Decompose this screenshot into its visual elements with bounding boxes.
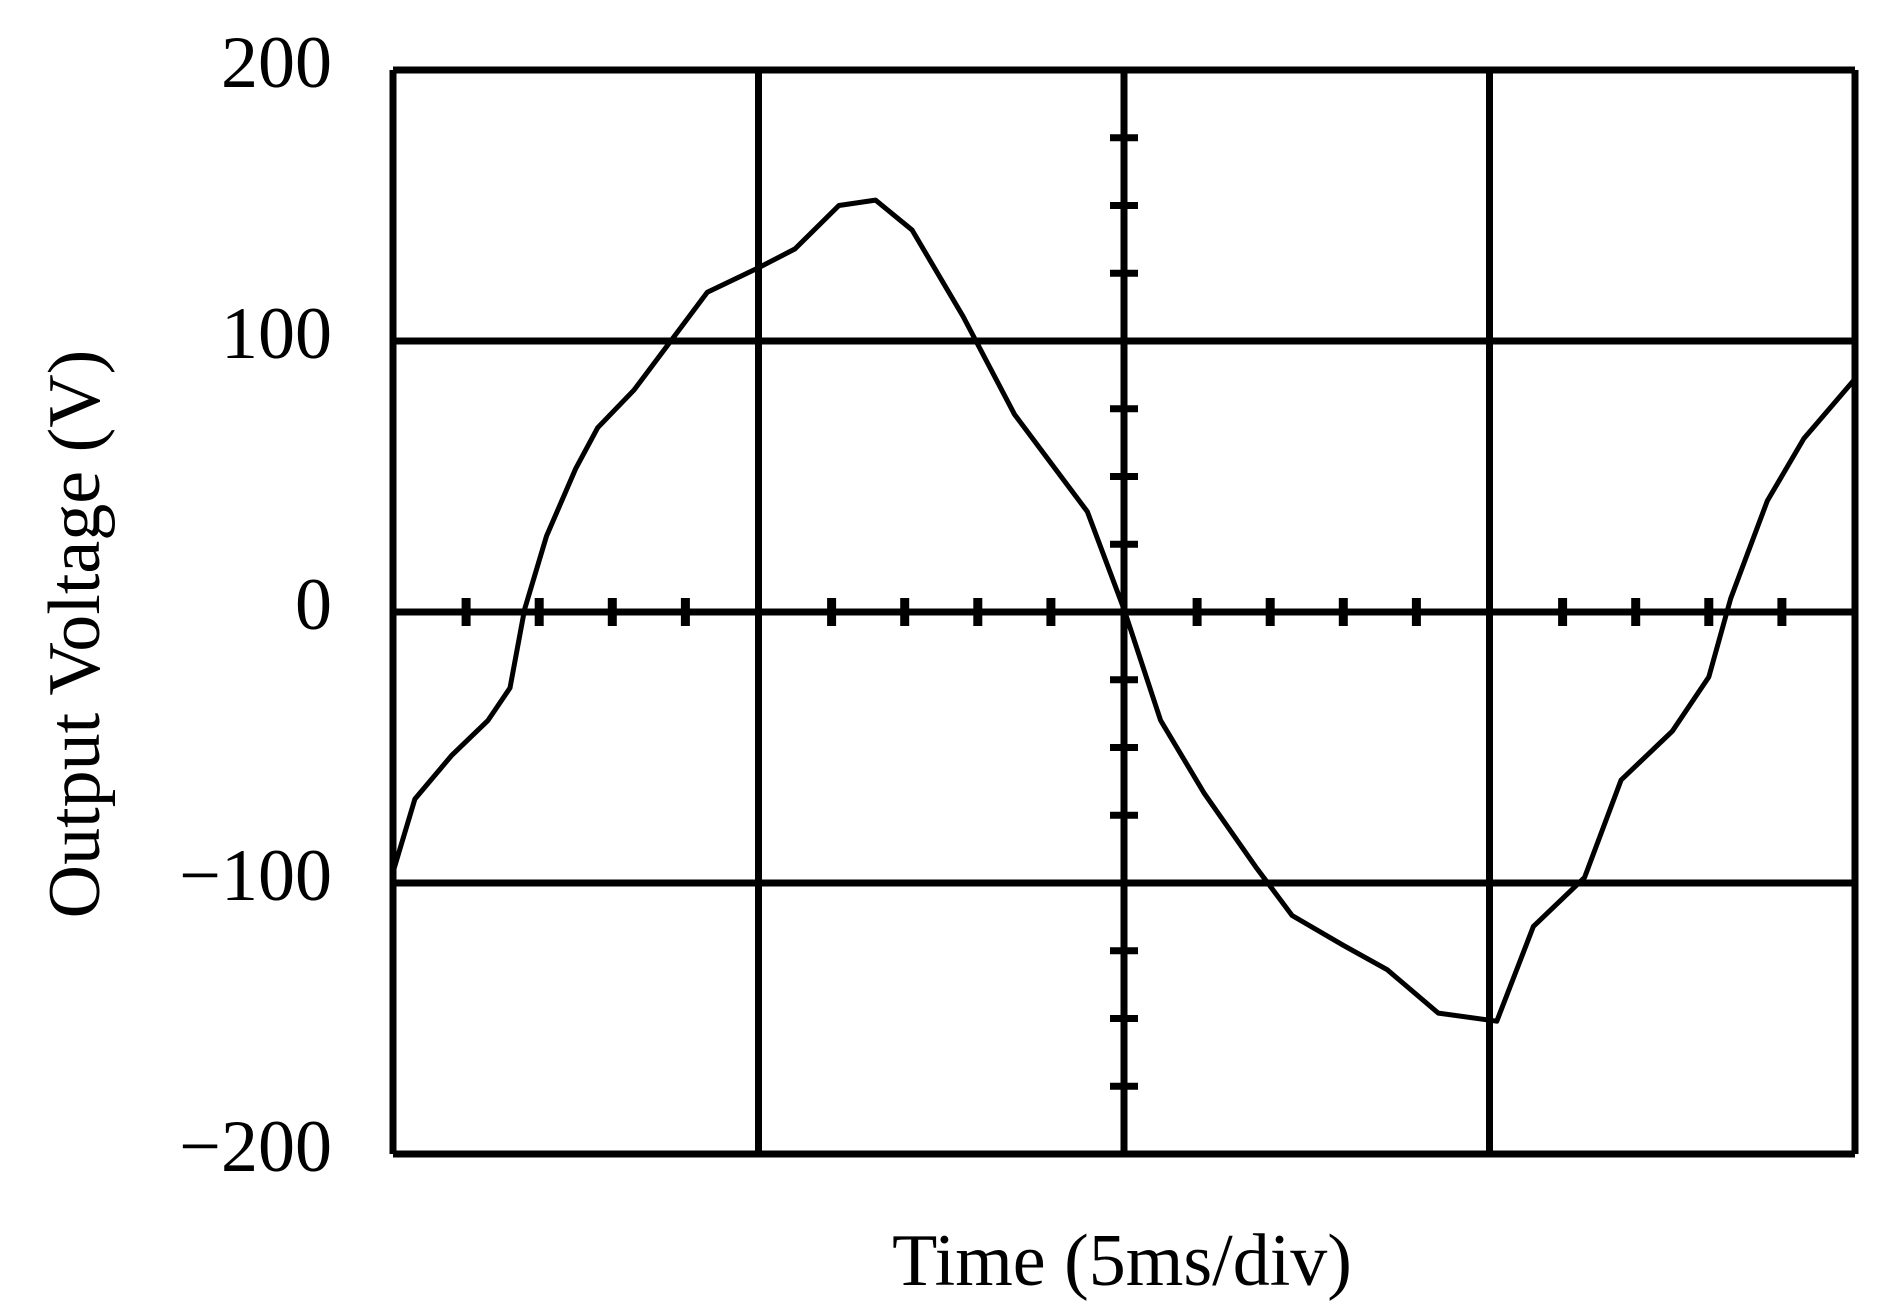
y-tick-label: −200: [179, 1106, 332, 1188]
data-line: [390, 197, 1857, 1024]
y-tick-label: −100: [179, 835, 332, 917]
x-axis-title: Time (5ms/div): [892, 1220, 1352, 1302]
y-axis-title: Output Voltage (V): [34, 350, 116, 919]
y-tick-label: 0: [295, 564, 332, 646]
y-tick-label: 200: [221, 22, 332, 104]
y-tick-label: 100: [221, 293, 332, 375]
